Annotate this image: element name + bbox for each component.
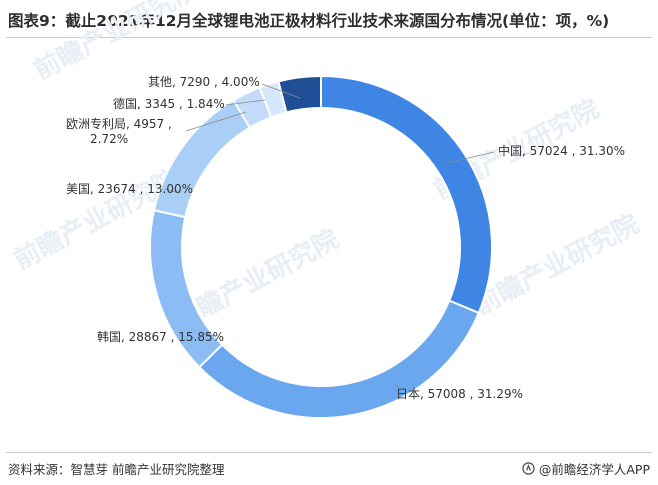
- brand-logo-icon: [522, 462, 535, 475]
- leader-lines: [163, 83, 495, 389]
- brand-credit: @前瞻经济学人APP: [522, 459, 650, 478]
- data-label-4: 美国, 23674 , 13.00%: [66, 182, 193, 196]
- data-label-6: 德国, 3345 , 1.84%: [113, 96, 225, 111]
- source-note: 资料来源：智慧芽 前瞻产业研究院整理: [8, 462, 225, 477]
- leader-line-6: [225, 99, 266, 106]
- slice-1: [320, 74, 493, 315]
- data-label-1: 中国, 57024 , 31.30%: [498, 143, 625, 158]
- leader-line-2: [394, 382, 399, 389]
- data-label-7: 其他, 7290 , 4.00%: [148, 75, 260, 89]
- leader-line-1: [446, 151, 495, 164]
- slice-7: [277, 74, 322, 114]
- chart-title: 图表9：截止2021年12月全球锂电池正极材料行业技术来源国分布情况(单位：项，…: [8, 12, 610, 30]
- leader-line-3: [203, 333, 217, 337]
- title-divider: [6, 37, 652, 38]
- data-label-2: 日本, 57008 , 31.29%: [396, 387, 523, 401]
- data-label-3: 韩国, 28867 , 15.85%: [97, 329, 224, 344]
- data-label-5: 欧洲专利局, 4957 , 2.72%: [66, 116, 172, 146]
- data-labels: 中国, 57024 , 31.30% 日本, 57008 , 31.29% 韩国, …: [66, 75, 625, 401]
- watermark-5: 前瞻产业研究院: [469, 208, 644, 321]
- leader-line-5: [185, 111, 247, 132]
- donut-slices: [149, 74, 493, 419]
- brand-text: @前瞻经济学人APP: [538, 462, 650, 477]
- footer-divider: [6, 452, 652, 453]
- leader-line-7: [261, 83, 301, 99]
- watermark-1: 前瞻产业研究院: [29, 0, 204, 86]
- leader-line-4: [163, 188, 177, 193]
